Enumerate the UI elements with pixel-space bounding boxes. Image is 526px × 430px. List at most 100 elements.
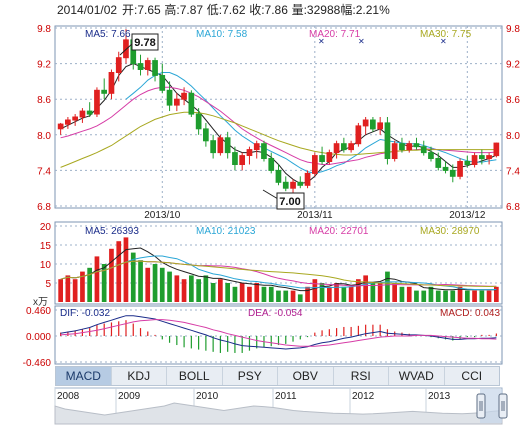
candle-body [166, 89, 173, 106]
high-price-marker: 9.78 [119, 33, 159, 56]
candle [464, 155, 471, 168]
candle-body [86, 110, 93, 115]
candle-body [210, 140, 217, 154]
volume-bar [203, 275, 209, 302]
candle-body [282, 181, 289, 189]
volume-bar [435, 290, 441, 302]
header-low: 低:7.62 [207, 3, 246, 17]
candle-body [399, 143, 405, 151]
price-legend-0: MA5: 7.66 [85, 29, 131, 40]
candle-body [457, 161, 463, 177]
candle [152, 57, 158, 82]
tab-kdj[interactable]: KDJ [112, 367, 167, 385]
candle [355, 122, 362, 147]
price-ma-legend: MA5: 7.66 MA10: 7.58 MA20: 7.71 MA30: 7.75✕… [85, 29, 472, 46]
volume-unit: x万 [33, 297, 48, 308]
volume-bar [167, 271, 172, 302]
tab-cci[interactable]: CCI [461, 369, 483, 383]
candle-body [384, 122, 391, 159]
candle-body [232, 152, 238, 166]
overview-left-handle[interactable] [476, 393, 486, 419]
candle [268, 152, 275, 174]
overview-year: 2010 [196, 391, 219, 402]
candle [479, 149, 485, 165]
volume-y-tick: 10 [40, 260, 52, 271]
candle [94, 87, 100, 117]
price-legend-3: MA30: 7.75 [420, 29, 472, 40]
candle-body [493, 142, 500, 157]
candle [377, 117, 383, 135]
tab-psy[interactable]: PSY [223, 367, 278, 385]
candle [420, 140, 427, 156]
volume-bar [109, 248, 114, 302]
candle-body [188, 92, 195, 115]
price-y-tick-left: 9.2 [37, 60, 51, 71]
event-flag-icon: ✕ [358, 37, 365, 46]
high-price-label: 9.78 [134, 37, 155, 49]
header-open: 开:7.65 [122, 3, 161, 17]
overview-year: 2008 [57, 391, 80, 402]
low-price-marker: 7.00 [262, 189, 305, 210]
volume-ma-legend: MA5: 26393 MA10: 21023 MA20: 22701 MA30: 28… [85, 226, 480, 237]
candle [399, 137, 405, 153]
volume-legend-0: MA5: 26393 [85, 226, 139, 237]
header-fields: 开:7.65 高:7.87 低:7.62 收:7.86 量:32988 幅:2.21% [122, 2, 390, 17]
tab-macd[interactable]: MACD [56, 367, 112, 385]
candle-body [406, 143, 413, 151]
candle-body [420, 146, 427, 154]
candle-body [319, 155, 325, 163]
candle [319, 146, 325, 165]
macd-lines [60, 315, 497, 350]
candlestick-series [57, 29, 500, 195]
candle [493, 142, 500, 158]
candle [159, 63, 166, 94]
header-volume: 量:32988 [292, 3, 341, 17]
candle-body [391, 143, 398, 159]
volume-bar [363, 275, 368, 302]
candle [232, 146, 238, 171]
candle-body [217, 137, 224, 154]
volume-y-tick: 20 [40, 222, 52, 233]
volume-bar [414, 290, 419, 302]
volume-bar [305, 286, 310, 302]
candle-body [108, 72, 115, 94]
macd-y-tick: 0.460 [26, 306, 51, 317]
candle-body [239, 155, 246, 166]
volume-ma-line [60, 247, 497, 292]
volume-bar [494, 286, 499, 302]
macd-dea-label: DEA: -0.054 [248, 308, 303, 319]
candle-body [355, 125, 362, 145]
candle [166, 81, 173, 112]
macd-y-tick: -0.460 [23, 358, 52, 369]
overview-year: 2009 [118, 391, 141, 402]
volume-bar [101, 264, 107, 302]
candle [297, 176, 304, 189]
price-x-axis: 2013/10 2013/11 2013/12 [144, 210, 486, 221]
candle [86, 102, 93, 117]
candle-body [261, 143, 267, 159]
volume-bar [406, 286, 412, 302]
candle [312, 152, 318, 177]
price-y-tick-right: 8.6 [506, 95, 520, 106]
volume-ma-line [60, 255, 497, 291]
candle [449, 164, 456, 183]
candle [101, 78, 108, 100]
volume-bar [130, 252, 136, 302]
volume-bar [138, 260, 143, 302]
candle [253, 140, 260, 159]
tab-boll[interactable]: BOLL [167, 367, 223, 385]
price-x-tick: 2013/10 [144, 210, 181, 221]
tab-rsi[interactable]: RSI [334, 367, 389, 385]
tab-obv[interactable]: OBV [278, 367, 334, 385]
candle [181, 87, 187, 106]
header-high: 高:7.87 [164, 2, 203, 17]
candle-body [326, 152, 333, 163]
volume-ma-line [60, 260, 497, 288]
candle-body [464, 161, 471, 165]
macd-dea-line [60, 319, 497, 347]
candle-body [203, 128, 209, 142]
overview-right-handle[interactable] [498, 393, 508, 419]
volume-bar [65, 275, 71, 302]
price-legend-2: MA20: 7.71 [309, 29, 361, 40]
tab-wvad[interactable]: WVAD [389, 367, 445, 385]
